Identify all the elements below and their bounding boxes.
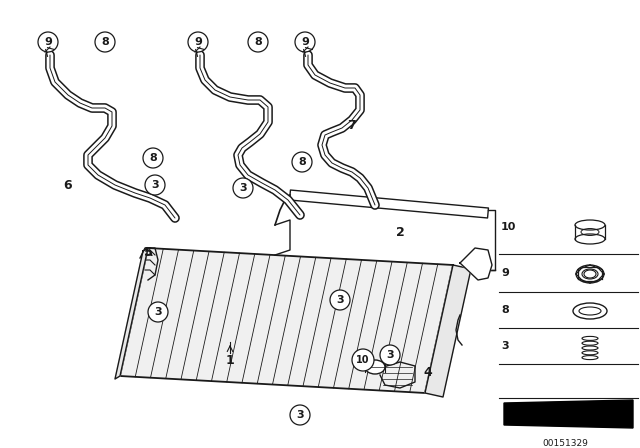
Ellipse shape: [365, 360, 385, 374]
Text: 3: 3: [296, 410, 304, 420]
Text: 5: 5: [143, 246, 152, 258]
Polygon shape: [289, 190, 488, 218]
Text: 3: 3: [336, 295, 344, 305]
Circle shape: [380, 345, 400, 365]
Text: 8: 8: [501, 305, 509, 315]
Polygon shape: [425, 265, 471, 397]
Text: 1: 1: [226, 353, 234, 366]
Circle shape: [292, 152, 312, 172]
Text: 8: 8: [298, 157, 306, 167]
Ellipse shape: [579, 307, 601, 315]
Circle shape: [38, 32, 58, 52]
Text: 7: 7: [348, 119, 356, 132]
Text: 3: 3: [386, 350, 394, 360]
Ellipse shape: [575, 220, 605, 230]
Text: 9: 9: [44, 37, 52, 47]
Text: 3: 3: [154, 307, 162, 317]
Polygon shape: [504, 400, 633, 428]
Circle shape: [233, 178, 253, 198]
Polygon shape: [115, 248, 148, 379]
Text: 3: 3: [151, 180, 159, 190]
Ellipse shape: [573, 303, 607, 319]
Circle shape: [188, 32, 208, 52]
Circle shape: [95, 32, 115, 52]
Circle shape: [330, 290, 350, 310]
Text: 6: 6: [64, 178, 72, 191]
Text: 00151329: 00151329: [542, 439, 588, 448]
Circle shape: [248, 32, 268, 52]
Text: 9: 9: [301, 37, 309, 47]
Text: 8: 8: [149, 153, 157, 163]
Polygon shape: [120, 248, 453, 393]
Text: 9: 9: [194, 37, 202, 47]
Ellipse shape: [576, 265, 604, 283]
Text: 10: 10: [501, 222, 516, 232]
Text: 8: 8: [101, 37, 109, 47]
Circle shape: [143, 148, 163, 168]
Circle shape: [352, 349, 374, 371]
Text: 3: 3: [501, 341, 509, 351]
Text: 8: 8: [254, 37, 262, 47]
Text: 2: 2: [396, 225, 404, 238]
Text: 10: 10: [356, 355, 370, 365]
Circle shape: [148, 302, 168, 322]
Text: 3: 3: [239, 183, 247, 193]
Circle shape: [145, 175, 165, 195]
Text: 4: 4: [424, 366, 433, 379]
Polygon shape: [460, 248, 492, 280]
Circle shape: [290, 405, 310, 425]
Circle shape: [295, 32, 315, 52]
Text: 9: 9: [501, 268, 509, 278]
